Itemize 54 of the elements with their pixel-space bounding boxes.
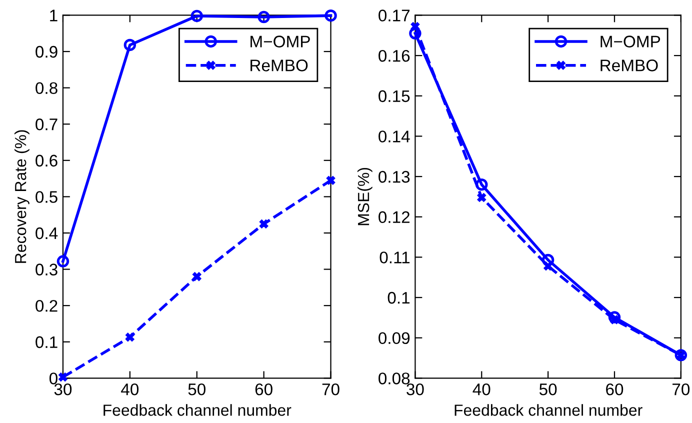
y-tick-label: 0.16 bbox=[378, 50, 410, 62]
legend-label: M−OMP bbox=[250, 36, 310, 48]
x-tick-label: 30 bbox=[406, 383, 424, 396]
point bbox=[610, 315, 620, 324]
y-tick-label: 0.3 bbox=[36, 264, 58, 276]
point bbox=[544, 262, 553, 271]
x-axis-title: Feedback channel number bbox=[104, 404, 292, 416]
y-tick-label: 0.09 bbox=[378, 332, 410, 344]
x-tick-label: 70 bbox=[322, 383, 340, 396]
y-tick-label: 0.7 bbox=[36, 118, 58, 130]
y-axis-title: Recovery Rate (%) bbox=[14, 130, 30, 263]
y-tick-label: 0.9 bbox=[36, 46, 58, 58]
y-tick-label: 0.12 bbox=[378, 211, 410, 224]
x-tick-label: 30 bbox=[54, 383, 72, 396]
x-tick-label: 40 bbox=[472, 383, 490, 396]
point bbox=[259, 219, 268, 228]
legend-label: ReMBO bbox=[600, 60, 658, 72]
y-tick-label: 0.4 bbox=[36, 227, 58, 240]
point bbox=[326, 176, 336, 185]
y-tick-label: 0.14 bbox=[378, 130, 410, 142]
point bbox=[410, 22, 420, 32]
y-tick-label: 0 bbox=[49, 372, 58, 384]
point bbox=[124, 38, 136, 52]
y-tick-label: 1 bbox=[50, 10, 58, 22]
y-tick-label: 0.5 bbox=[36, 191, 58, 203]
x-axis-title: Feedback channel number bbox=[454, 404, 642, 416]
y-axis-title: MSE(%) bbox=[357, 168, 372, 226]
y-tick-label: 0.17 bbox=[378, 10, 410, 22]
point bbox=[258, 10, 270, 24]
point bbox=[477, 192, 486, 202]
y-tick-label: 0.2 bbox=[36, 300, 58, 312]
point bbox=[190, 10, 203, 22]
point bbox=[192, 272, 202, 282]
legend-label: M−OMP bbox=[600, 36, 660, 48]
y-tick-label: 0.1 bbox=[36, 336, 58, 348]
y-tick-label: 0.11 bbox=[380, 252, 410, 264]
x-tick-label: 70 bbox=[672, 383, 690, 396]
point bbox=[476, 178, 488, 191]
y-tick-label: 0.08 bbox=[378, 372, 410, 384]
x-tick-label: 60 bbox=[255, 383, 272, 396]
point bbox=[56, 255, 70, 268]
x-tick-label: 40 bbox=[121, 383, 139, 396]
y-tick-label: 0.8 bbox=[36, 82, 58, 94]
point bbox=[608, 311, 621, 324]
x-tick-label: 60 bbox=[606, 383, 624, 396]
x-tick-label: 50 bbox=[188, 383, 206, 396]
point bbox=[125, 332, 134, 342]
y-tick-label: 0.13 bbox=[378, 170, 410, 183]
y-tick-label: 0.1 bbox=[388, 292, 410, 304]
x-tick-label: 50 bbox=[539, 383, 557, 396]
legend-label: ReMBO bbox=[250, 60, 308, 72]
y-tick-label: 0.15 bbox=[378, 90, 410, 102]
y-tick-label: 0.6 bbox=[36, 154, 58, 167]
point bbox=[542, 254, 554, 266]
